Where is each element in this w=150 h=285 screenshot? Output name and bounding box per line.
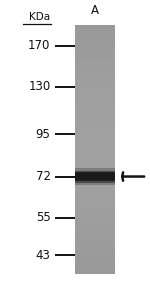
Bar bbox=[75, 243, 115, 246]
Bar bbox=[75, 25, 115, 28]
Bar bbox=[75, 249, 115, 252]
Bar bbox=[75, 68, 115, 72]
Bar bbox=[75, 174, 115, 177]
Bar bbox=[75, 152, 115, 156]
Bar bbox=[75, 59, 115, 62]
Bar bbox=[75, 40, 115, 44]
Bar bbox=[75, 84, 115, 87]
Bar bbox=[75, 118, 115, 121]
Text: 72: 72 bbox=[36, 170, 51, 183]
Bar bbox=[75, 168, 115, 171]
Bar bbox=[75, 230, 115, 233]
Bar bbox=[75, 177, 115, 180]
Bar bbox=[75, 121, 115, 125]
Bar bbox=[75, 93, 115, 96]
Bar bbox=[75, 143, 115, 146]
Bar bbox=[75, 125, 115, 128]
Text: 130: 130 bbox=[28, 80, 51, 93]
Bar bbox=[75, 96, 115, 99]
Bar bbox=[75, 47, 115, 50]
Bar bbox=[75, 78, 115, 81]
Bar bbox=[75, 215, 115, 218]
Bar bbox=[75, 44, 115, 47]
Bar bbox=[75, 255, 115, 258]
Bar bbox=[75, 115, 115, 118]
Bar bbox=[75, 170, 115, 183]
Bar bbox=[75, 90, 115, 93]
Bar bbox=[75, 72, 115, 75]
Bar bbox=[75, 264, 115, 268]
Bar bbox=[75, 208, 115, 211]
Bar bbox=[75, 190, 115, 193]
Text: 55: 55 bbox=[36, 211, 51, 224]
Bar bbox=[75, 25, 115, 274]
Bar bbox=[75, 140, 115, 143]
Bar bbox=[75, 131, 115, 134]
Bar bbox=[75, 165, 115, 168]
Bar bbox=[75, 56, 115, 59]
Bar bbox=[75, 159, 115, 162]
Bar bbox=[75, 65, 115, 68]
Bar bbox=[75, 172, 115, 181]
Bar bbox=[75, 199, 115, 202]
Bar bbox=[75, 149, 115, 152]
Bar bbox=[75, 34, 115, 37]
Bar bbox=[75, 221, 115, 224]
Bar bbox=[75, 268, 115, 271]
Bar bbox=[75, 87, 115, 90]
Bar bbox=[75, 146, 115, 149]
Bar bbox=[75, 173, 115, 180]
Bar bbox=[75, 50, 115, 53]
Bar bbox=[75, 109, 115, 112]
Text: A: A bbox=[91, 4, 99, 17]
Bar bbox=[75, 227, 115, 230]
Bar bbox=[75, 252, 115, 255]
Bar bbox=[75, 37, 115, 40]
Bar bbox=[75, 224, 115, 227]
Bar bbox=[75, 202, 115, 205]
Bar bbox=[75, 134, 115, 137]
Bar bbox=[75, 75, 115, 78]
Bar bbox=[75, 137, 115, 140]
Bar bbox=[75, 218, 115, 221]
Bar bbox=[75, 171, 115, 174]
Bar bbox=[75, 106, 115, 109]
Bar bbox=[75, 196, 115, 199]
Bar bbox=[75, 128, 115, 131]
Text: 95: 95 bbox=[36, 128, 51, 141]
Text: KDa: KDa bbox=[29, 13, 51, 23]
Bar bbox=[75, 28, 115, 31]
Bar bbox=[75, 240, 115, 243]
Bar bbox=[75, 193, 115, 196]
Bar bbox=[75, 112, 115, 115]
Bar bbox=[75, 156, 115, 159]
Text: 43: 43 bbox=[36, 249, 51, 262]
Bar bbox=[75, 258, 115, 261]
Bar bbox=[75, 261, 115, 264]
Bar bbox=[75, 205, 115, 208]
Bar bbox=[75, 99, 115, 103]
Text: 170: 170 bbox=[28, 39, 51, 52]
Bar bbox=[75, 184, 115, 187]
Bar bbox=[75, 271, 115, 274]
Bar bbox=[75, 187, 115, 190]
Bar bbox=[75, 211, 115, 215]
Bar bbox=[75, 162, 115, 165]
Bar bbox=[75, 237, 115, 240]
Bar bbox=[75, 246, 115, 249]
Bar bbox=[75, 168, 115, 185]
Bar bbox=[75, 31, 115, 34]
Bar bbox=[75, 103, 115, 106]
Bar bbox=[75, 233, 115, 237]
Bar bbox=[75, 180, 115, 184]
Bar bbox=[75, 53, 115, 56]
Bar bbox=[75, 81, 115, 84]
Bar bbox=[75, 62, 115, 65]
